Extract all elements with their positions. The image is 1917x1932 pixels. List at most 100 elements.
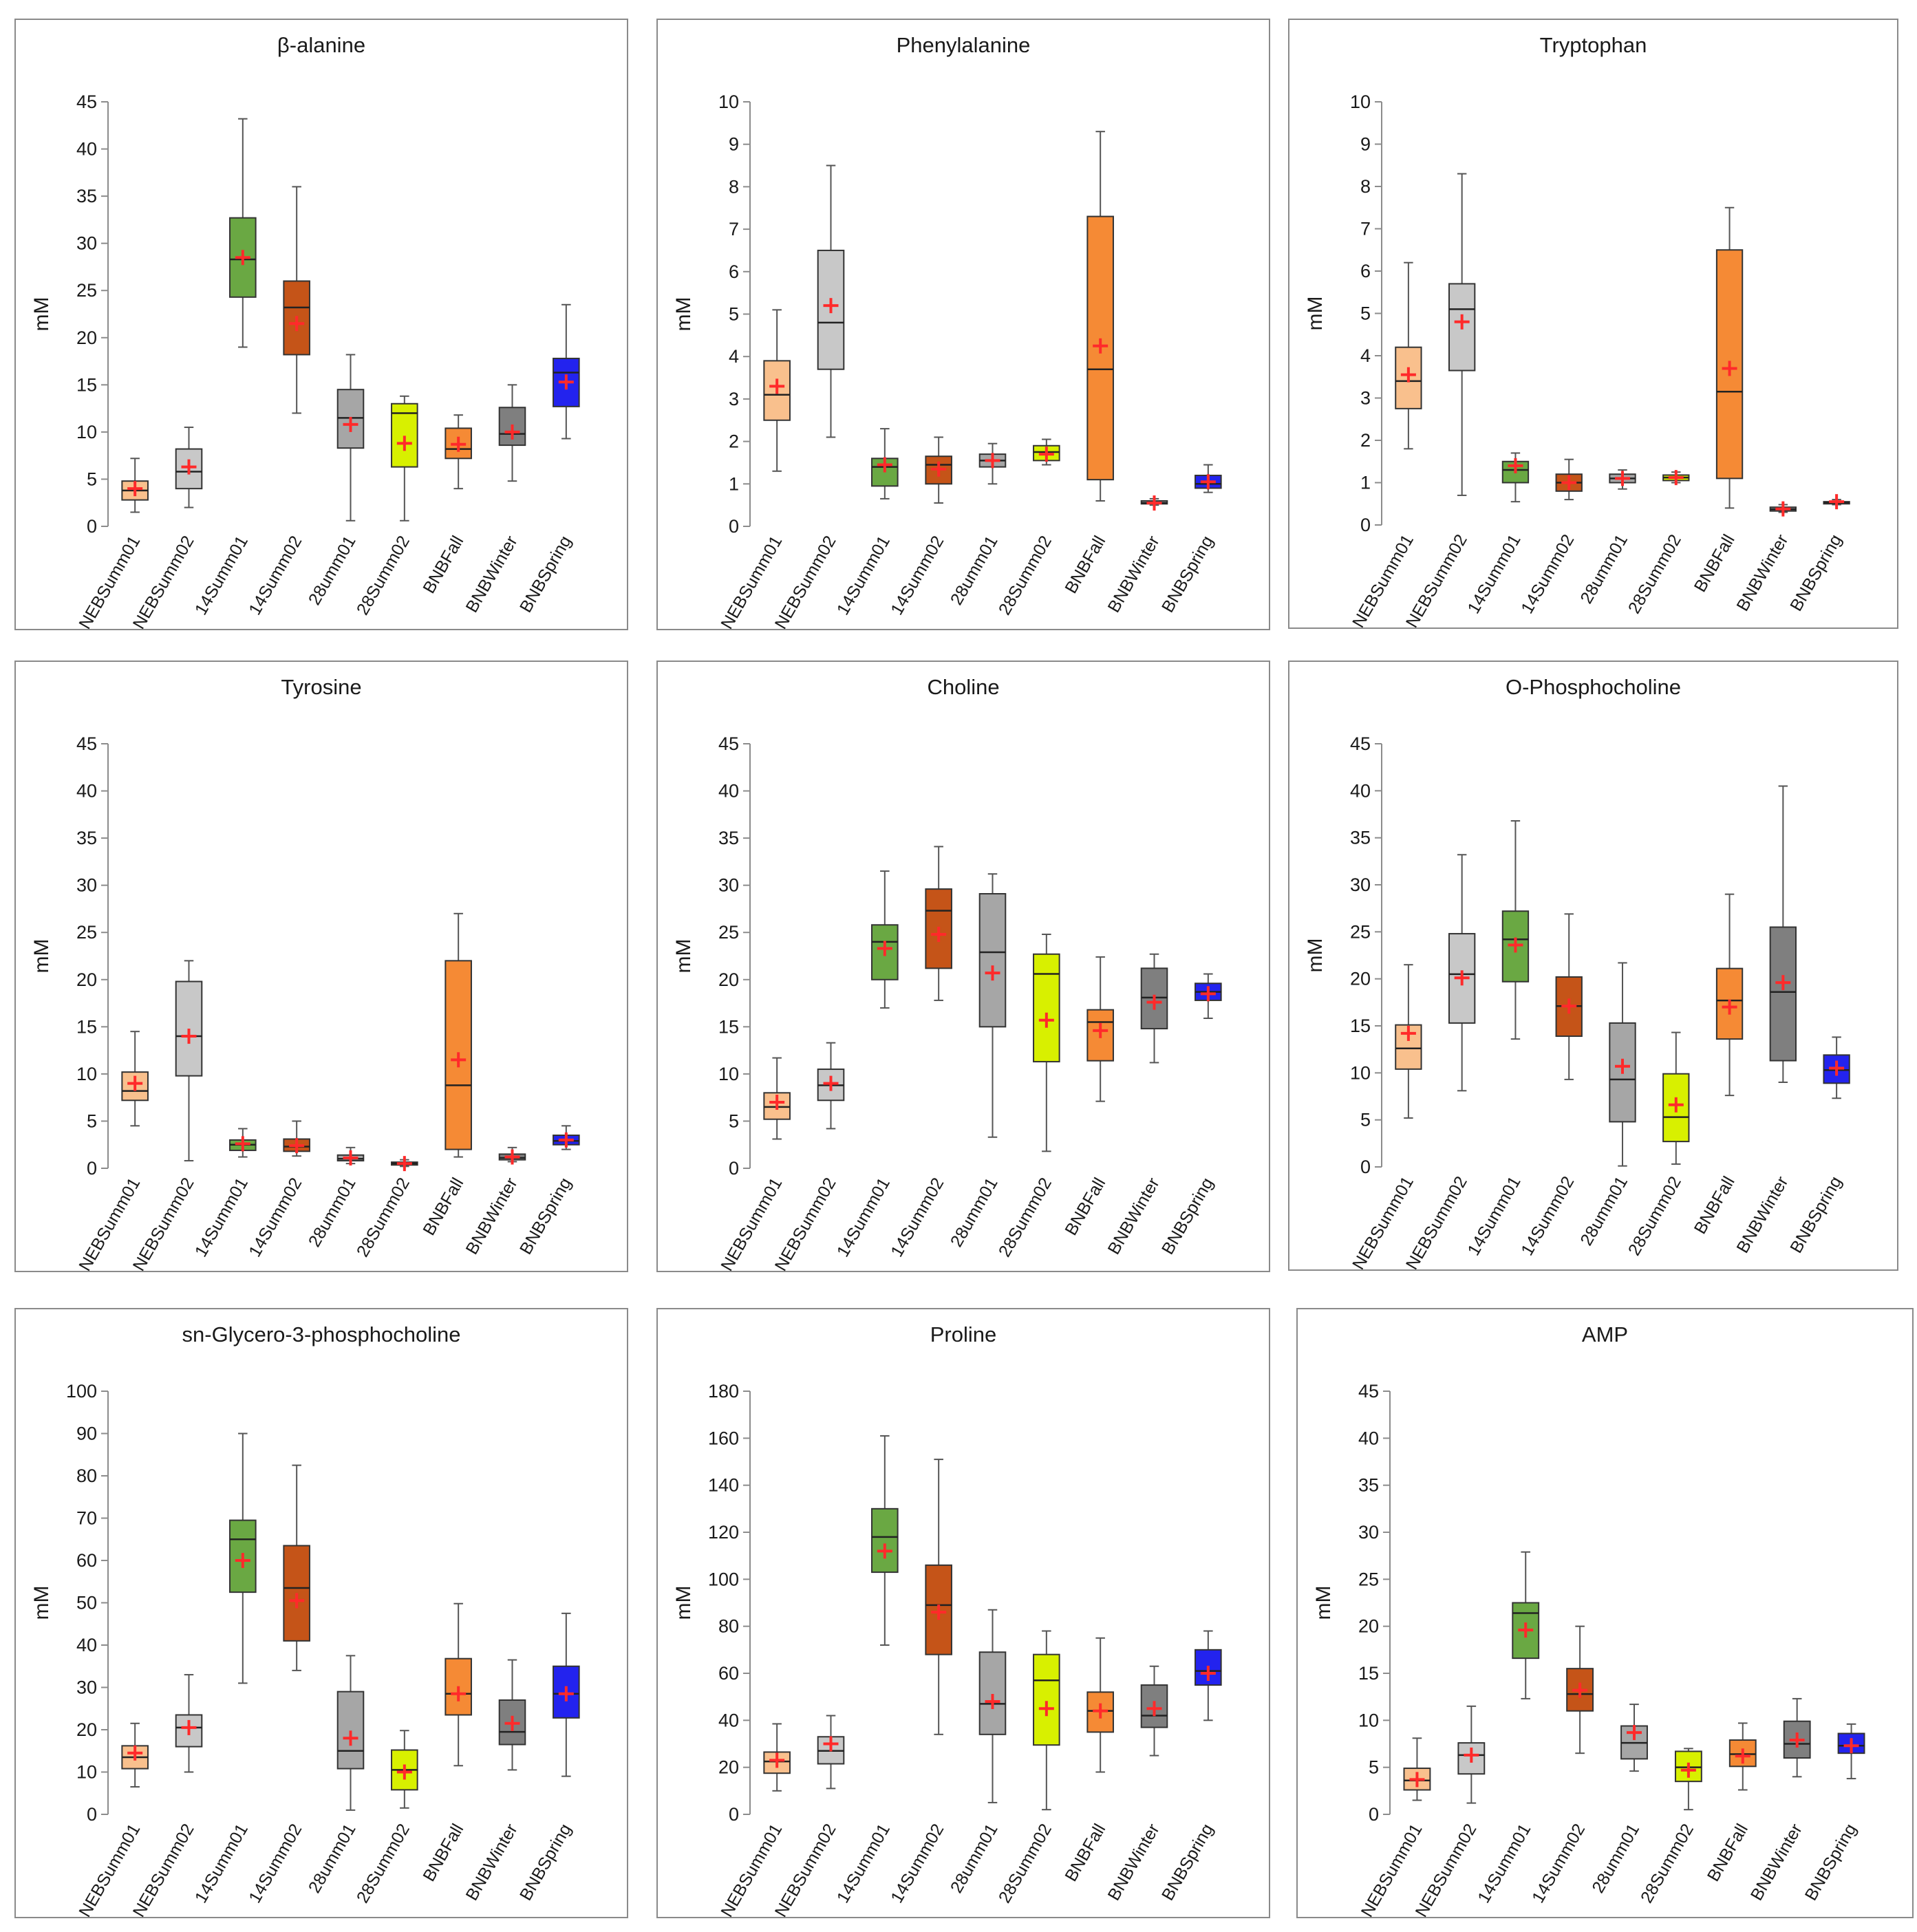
y-tick-label: 140 xyxy=(708,1475,739,1496)
y-tick-label: 30 xyxy=(718,875,739,896)
y-tick-label: 30 xyxy=(1358,1522,1379,1543)
iqr-box xyxy=(445,427,472,460)
y-tick-label: 9 xyxy=(729,134,739,155)
y-axis-label: mM xyxy=(672,939,695,974)
y-tick-label: 20 xyxy=(718,969,739,990)
iqr-box xyxy=(1086,1009,1114,1062)
y-tick-label: 25 xyxy=(718,922,739,943)
panel-frame xyxy=(14,19,628,630)
y-tick-label: 90 xyxy=(76,1424,97,1444)
chart-title: O-Phosphocholine xyxy=(1506,675,1681,699)
chart-panel: ProlinemM020406080100120140160180NEBSumm… xyxy=(656,1308,1270,1920)
y-tick-label: 20 xyxy=(76,1719,97,1740)
y-tick-label: 20 xyxy=(1350,969,1371,989)
y-tick-label: 80 xyxy=(76,1466,97,1486)
panel-frame xyxy=(1288,19,1898,629)
iqr-box xyxy=(1033,1653,1060,1746)
chart-panel: CholinemM051015202530354045NEBSumm01NEBS… xyxy=(656,661,1270,1274)
y-tick-label: 5 xyxy=(729,1110,739,1131)
y-tick-label: 0 xyxy=(729,516,739,537)
y-tick-label: 35 xyxy=(1350,828,1371,848)
y-tick-label: 15 xyxy=(718,1016,739,1037)
y-tick-label: 30 xyxy=(1350,874,1371,895)
y-tick-label: 40 xyxy=(1358,1428,1379,1448)
y-tick-label: 25 xyxy=(1358,1569,1379,1589)
iqr-box xyxy=(978,1651,1007,1735)
y-tick-label: 7 xyxy=(1360,219,1371,239)
y-tick-label: 60 xyxy=(76,1550,97,1571)
y-tick-label: 20 xyxy=(76,328,97,348)
y-tick-label: 15 xyxy=(1358,1663,1379,1684)
y-tick-label: 15 xyxy=(76,1016,97,1037)
y-tick-label: 5 xyxy=(1360,303,1371,324)
chart-title: Phenylalanine xyxy=(897,33,1031,57)
y-tick-label: 3 xyxy=(729,389,739,409)
y-axis-label: mM xyxy=(30,939,53,974)
y-tick-label: 6 xyxy=(729,261,739,282)
y-tick-label: 10 xyxy=(76,1064,97,1084)
panel-frame xyxy=(14,661,628,1272)
y-tick-label: 0 xyxy=(87,1158,97,1179)
y-tick-label: 100 xyxy=(66,1381,97,1402)
chart-title: AMP xyxy=(1582,1322,1628,1346)
y-tick-label: 40 xyxy=(76,781,97,802)
panel-frame xyxy=(656,661,1270,1272)
y-tick-label: 180 xyxy=(708,1381,739,1402)
y-tick-label: 2 xyxy=(729,431,739,452)
y-tick-label: 5 xyxy=(1369,1757,1379,1778)
y-tick-label: 20 xyxy=(718,1757,739,1778)
y-tick-label: 40 xyxy=(76,1635,97,1655)
y-axis-label: mM xyxy=(30,297,53,332)
y-tick-label: 1 xyxy=(1360,473,1371,493)
y-axis-label: mM xyxy=(1312,1586,1335,1620)
y-tick-label: 10 xyxy=(1350,1062,1371,1083)
y-tick-label: 80 xyxy=(718,1616,739,1637)
y-tick-label: 30 xyxy=(76,1677,97,1698)
panel-frame xyxy=(14,1308,628,1918)
y-tick-label: 50 xyxy=(76,1593,97,1613)
y-tick-label: 100 xyxy=(708,1569,739,1589)
y-tick-label: 35 xyxy=(76,186,97,206)
y-axis-label: mM xyxy=(1304,297,1327,331)
y-tick-label: 45 xyxy=(1350,733,1371,754)
y-tick-label: 45 xyxy=(718,733,739,754)
iqr-box xyxy=(553,357,580,407)
iqr-box xyxy=(1033,953,1060,1063)
y-tick-label: 3 xyxy=(1360,388,1371,409)
y-tick-label: 35 xyxy=(76,828,97,848)
iqr-box xyxy=(817,249,845,370)
y-tick-label: 2 xyxy=(1360,430,1371,451)
y-axis-label: mM xyxy=(672,297,695,332)
y-tick-label: 25 xyxy=(76,280,97,301)
chart-panel: PhenylalaninemM012345678910NEBSumm01NEBS… xyxy=(656,19,1270,632)
chart-panel: TryptophanmM012345678910NEBSumm01NEBSumm… xyxy=(1288,19,1898,631)
y-tick-label: 30 xyxy=(76,875,97,896)
y-tick-label: 15 xyxy=(76,374,97,395)
iqr-box xyxy=(1662,1073,1690,1143)
chart-panel: TyrosinemM051015202530354045NEBSumm01NEB… xyxy=(14,661,628,1274)
y-tick-label: 0 xyxy=(87,516,97,537)
y-tick-label: 0 xyxy=(87,1804,97,1825)
y-tick-label: 0 xyxy=(1369,1804,1379,1825)
y-tick-label: 25 xyxy=(76,922,97,943)
iqr-box xyxy=(1783,1720,1811,1759)
iqr-box xyxy=(925,455,952,485)
y-tick-label: 10 xyxy=(76,422,97,442)
y-tick-label: 70 xyxy=(76,1508,97,1529)
y-tick-label: 4 xyxy=(729,346,739,367)
iqr-box xyxy=(871,1507,899,1574)
y-tick-label: 10 xyxy=(718,1064,739,1084)
y-tick-label: 7 xyxy=(729,219,739,239)
y-tick-label: 1 xyxy=(729,473,739,494)
y-tick-label: 40 xyxy=(718,781,739,802)
y-tick-label: 8 xyxy=(729,176,739,197)
y-axis-label: mM xyxy=(672,1586,695,1620)
y-axis-label: mM xyxy=(1304,938,1327,973)
y-tick-label: 5 xyxy=(1360,1110,1371,1130)
chart-panel: β-alaninemM051015202530354045NEBSumm01NE… xyxy=(14,19,628,632)
y-tick-label: 45 xyxy=(76,733,97,754)
chart-panel: O-PhosphocholinemM051015202530354045NEBS… xyxy=(1288,661,1898,1273)
y-tick-label: 35 xyxy=(718,828,739,848)
y-tick-label: 6 xyxy=(1360,261,1371,281)
y-tick-label: 10 xyxy=(1358,1710,1379,1730)
